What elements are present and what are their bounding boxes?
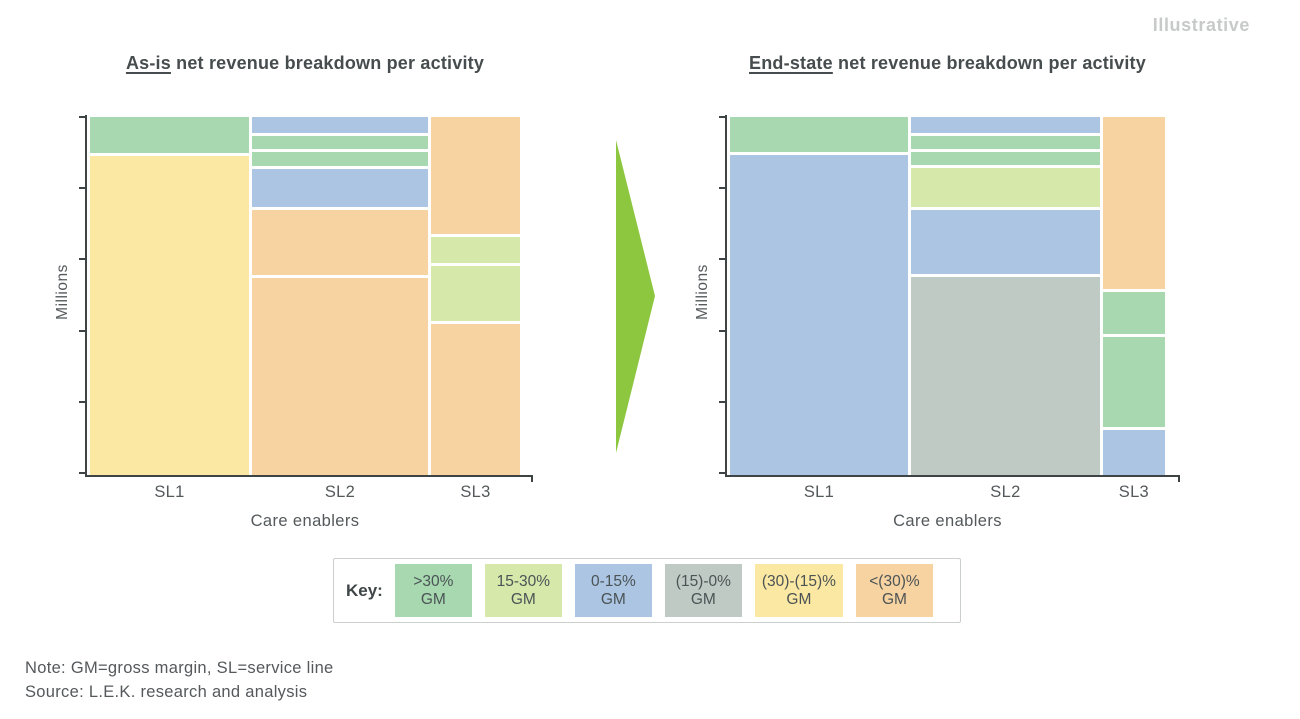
- mosaic-segment-b0-15: [911, 117, 1100, 134]
- key-swatch-gt30: >30% GM: [394, 564, 472, 617]
- key-swatch-range: <(30)%: [869, 572, 920, 590]
- y-axis-tick: [79, 401, 85, 403]
- y-axis-tick: [79, 116, 85, 118]
- chart-title-rest: net revenue breakdown per activity: [832, 53, 1146, 73]
- key-swatch-unit: GM: [690, 590, 716, 608]
- y-axis-tick: [719, 187, 725, 189]
- mosaic-segment-gt30: [730, 117, 909, 152]
- mosaic-column-sl1: [730, 117, 909, 475]
- mosaic-column-sl3: [430, 117, 520, 475]
- x-tick-labels: SL1 SL2 SL3: [90, 483, 520, 502]
- y-axis-tick: [719, 258, 725, 260]
- mosaic-segment-b15-30: [430, 236, 520, 263]
- y-axis-line: [85, 115, 87, 477]
- y-axis-tick: [79, 330, 85, 332]
- chart-title: As-is net revenue breakdown per activity: [90, 53, 520, 74]
- x-tick-labels: SL1 SL2 SL3: [730, 483, 1165, 502]
- x-axis-end-tick: [531, 477, 533, 482]
- mosaic-segment-gt30: [911, 152, 1100, 165]
- mosaic-segment-b15-30: [430, 265, 520, 321]
- y-axis-tick: [79, 472, 85, 474]
- y-axis-tick: [719, 472, 725, 474]
- transition-arrow-icon: [616, 140, 655, 453]
- mosaic-segment-lt-neg30: [430, 117, 520, 234]
- x-tick-label-sl1: SL1: [154, 483, 185, 501]
- mosaic-segment-b15-30: [911, 167, 1100, 207]
- mosaic-segment-lt-neg30: [430, 323, 520, 475]
- y-axis-label: Millions: [694, 264, 711, 320]
- mosaic-segment-gt30: [90, 117, 249, 153]
- arrow-shape: [616, 140, 655, 453]
- legend: Key: >30% GM 15-30% GM 0-15% GM (15)-0% GM (30)-…: [333, 558, 961, 623]
- illustrative-watermark: Illustrative: [1152, 15, 1250, 35]
- x-tick-label-sl3: SL3: [460, 483, 491, 501]
- x-axis-end-tick: [1178, 477, 1180, 482]
- footnotes: Note: GM=gross margin, SL=service line S…: [25, 657, 334, 705]
- x-tick-label-sl3: SL3: [1118, 483, 1150, 501]
- mosaic-segment-b0-15: [730, 154, 909, 475]
- mosaic-plot: [90, 117, 520, 475]
- mosaic-segment-b0-15: [1102, 429, 1165, 475]
- mosaic-segment-gt30: [911, 136, 1100, 150]
- key-swatch-lt-neg30: <(30)% GM: [855, 564, 933, 617]
- mosaic-segment-b0-15: [252, 117, 428, 133]
- chart-title-emphasis: End-state: [749, 53, 833, 73]
- key-swatch-range: >30%: [413, 572, 454, 590]
- source-line: Source: L.E.K. research and analysis: [25, 682, 308, 701]
- legend-label: Key:: [346, 580, 383, 600]
- mosaic-segment-lt-neg30: [252, 210, 428, 276]
- y-axis-line: [725, 115, 727, 477]
- x-tick-label-sl2: SL2: [990, 483, 1021, 501]
- mosaic-segment-neg15-0: [911, 276, 1100, 475]
- key-swatch-range: 15-30%: [496, 572, 551, 590]
- y-axis-tick: [79, 258, 85, 260]
- mosaic-column-sl3: [1102, 117, 1165, 475]
- y-axis-ticks: [719, 116, 725, 474]
- legend-items: >30% GM 15-30% GM 0-15% GM (15)-0% GM (30)-(15)%…: [394, 564, 933, 617]
- x-axis-line: [85, 475, 533, 477]
- mosaic-segment-lt-neg30: [252, 278, 428, 475]
- key-swatch-b0-15: 0-15% GM: [574, 564, 652, 617]
- key-swatch-range: (15)-0%: [675, 572, 731, 590]
- x-axis-title: Care enablers: [250, 512, 360, 530]
- key-swatch-neg15-0: (15)-0% GM: [664, 564, 742, 617]
- x-axis-title: Care enablers: [893, 512, 1002, 530]
- mosaic-segment-gt30: [252, 151, 428, 166]
- y-axis-tick: [719, 116, 725, 118]
- mosaic-segment-neg30-15: [90, 155, 249, 475]
- key-swatch-b15-30: 15-30% GM: [484, 564, 562, 617]
- mosaic-plot: [730, 117, 1165, 475]
- chart-title: End-state net revenue breakdown per acti…: [730, 53, 1165, 74]
- mosaic-segment-gt30: [252, 135, 428, 149]
- key-swatch-range: (30)-(15)%: [761, 572, 836, 590]
- y-axis-ticks: [79, 116, 85, 474]
- mosaic-segment-b0-15: [252, 168, 428, 208]
- chart-title-rest: net revenue breakdown per activity: [170, 53, 485, 73]
- key-swatch-unit: GM: [786, 590, 812, 608]
- key-swatch-unit: GM: [420, 590, 446, 608]
- x-tick-label-sl1: SL1: [803, 483, 835, 501]
- mosaic-segment-gt30: [1102, 336, 1165, 427]
- mosaic-column-sl2: [911, 117, 1100, 475]
- note-line: Note: GM=gross margin, SL=service line: [25, 659, 334, 677]
- mosaic-segment-b0-15: [911, 209, 1100, 274]
- chart-title-emphasis: As-is: [125, 53, 171, 73]
- key-swatch-range: 0-15%: [590, 572, 636, 590]
- key-swatch-unit: GM: [600, 590, 626, 608]
- x-axis-line: [725, 475, 1180, 477]
- key-swatch-neg30-15: (30)-(15)% GM: [754, 564, 843, 617]
- y-axis-tick: [719, 330, 725, 332]
- y-axis-tick: [79, 187, 85, 189]
- mosaic-segment-gt30: [1102, 292, 1165, 334]
- key-swatch-unit: GM: [510, 590, 536, 608]
- mosaic-column-sl2: [252, 117, 428, 475]
- mosaic-segment-lt-neg30: [1102, 117, 1165, 290]
- mosaic-column-sl1: [90, 117, 249, 475]
- y-axis-tick: [719, 401, 725, 403]
- x-tick-label-sl2: SL2: [324, 483, 356, 501]
- key-swatch-unit: GM: [881, 590, 907, 608]
